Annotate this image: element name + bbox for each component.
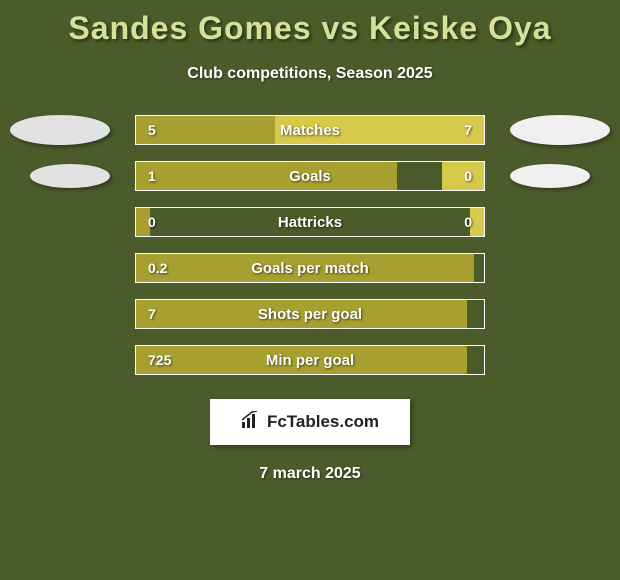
comparison-infographic: Sandes Gomes vs Keiske Oya Club competit… xyxy=(0,0,620,580)
stat-value-left: 725 xyxy=(148,352,171,368)
stat-value-left: 7 xyxy=(148,306,156,322)
bars-area: Matches57Goals10Hattricks00Goals per mat… xyxy=(0,115,620,391)
bar-fill-left xyxy=(136,300,467,328)
bar-track: Goals per match0.2 xyxy=(135,253,485,283)
stat-row: Goals10 xyxy=(0,161,620,191)
page-title: Sandes Gomes vs Keiske Oya xyxy=(68,10,551,47)
stat-row: Hattricks0 0 xyxy=(0,207,620,237)
stat-value-left: 1 xyxy=(148,168,156,184)
stat-label: Hattricks xyxy=(136,214,484,231)
logo-text: FcTables.com xyxy=(267,412,379,432)
bar-track: Goals10 xyxy=(135,161,485,191)
bar-track: Shots per goal7 xyxy=(135,299,485,329)
bar-track: Min per goal725 xyxy=(135,345,485,375)
stat-value-right: 0 xyxy=(464,168,472,184)
chart-icon xyxy=(241,411,261,434)
stat-value-right: 7 xyxy=(464,122,472,138)
date-label: 7 march 2025 xyxy=(259,465,360,483)
player-marker-left xyxy=(30,164,110,188)
stat-row: Shots per goal7 xyxy=(0,299,620,329)
bar-fill-left xyxy=(136,346,467,374)
stat-row: Goals per match0.2 xyxy=(0,253,620,283)
stat-value-right: 0 xyxy=(464,214,472,230)
player-marker-left xyxy=(10,115,110,145)
bar-fill-right xyxy=(470,208,484,236)
player-marker-right xyxy=(510,115,610,145)
stat-value-left: 5 xyxy=(148,122,156,138)
bar-track: Matches57 xyxy=(135,115,485,145)
bar-fill-left xyxy=(136,162,397,190)
bar-fill-left xyxy=(136,116,275,144)
bar-track: Hattricks0 0 xyxy=(135,207,485,237)
subtitle: Club competitions, Season 2025 xyxy=(187,65,432,83)
logo-badge: FcTables.com xyxy=(210,399,410,445)
stat-row: Matches57 xyxy=(0,115,620,145)
stat-value-left: 0.2 xyxy=(148,260,167,276)
stat-row: Min per goal725 xyxy=(0,345,620,375)
bar-fill-left xyxy=(136,254,474,282)
bar-fill-right xyxy=(275,116,484,144)
stat-value-left: 0 xyxy=(148,214,156,230)
player-marker-right xyxy=(510,164,590,188)
